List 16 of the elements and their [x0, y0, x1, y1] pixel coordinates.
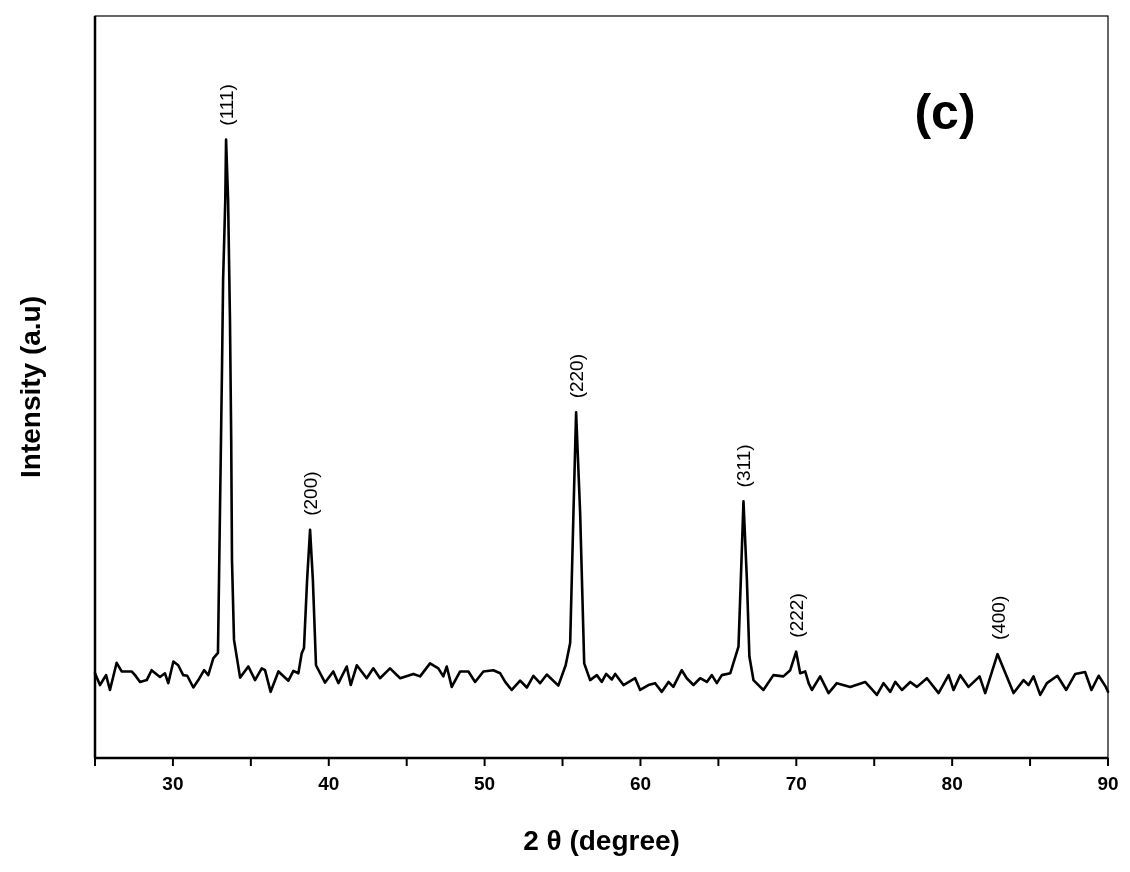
x-tick-label: 80 [941, 773, 963, 794]
annotation: (c) [914, 84, 976, 140]
x-tick-label: 60 [629, 773, 652, 794]
annotation: (400) [987, 595, 1009, 641]
x-tick-label: 40 [318, 773, 340, 794]
x-tick-label: 50 [474, 773, 496, 794]
x-tick-label: 70 [785, 773, 807, 794]
annotation: (200) [300, 471, 322, 516]
annotation: (222) [786, 593, 808, 638]
x-tick-label: 90 [1097, 773, 1119, 794]
x-tick-label: 30 [162, 773, 184, 794]
annotation: (111) [216, 84, 238, 126]
x-axis-title: 2 θ (degree) [523, 825, 680, 856]
y-axis-title: Intensity (a.u) [15, 295, 46, 479]
annotation: (220) [566, 353, 588, 399]
annotation: (311) [733, 444, 755, 488]
